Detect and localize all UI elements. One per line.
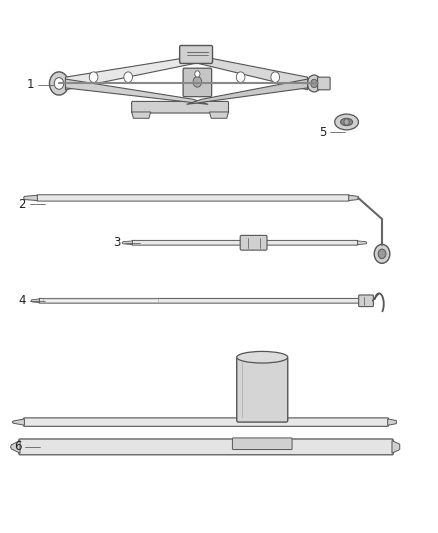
Text: 4: 4	[18, 294, 26, 308]
Text: 6: 6	[14, 440, 21, 454]
Polygon shape	[66, 58, 206, 90]
Circle shape	[271, 72, 279, 83]
FancyBboxPatch shape	[183, 68, 212, 96]
Circle shape	[124, 72, 133, 83]
Ellipse shape	[335, 114, 358, 130]
FancyBboxPatch shape	[318, 77, 330, 90]
Polygon shape	[12, 419, 25, 425]
Circle shape	[374, 244, 390, 263]
FancyBboxPatch shape	[39, 298, 367, 303]
Circle shape	[236, 72, 245, 83]
Text: 3: 3	[113, 236, 121, 249]
FancyBboxPatch shape	[19, 439, 393, 455]
Circle shape	[89, 72, 98, 83]
Circle shape	[378, 249, 386, 259]
Polygon shape	[66, 79, 208, 104]
FancyBboxPatch shape	[24, 418, 389, 426]
Polygon shape	[392, 441, 400, 453]
Polygon shape	[357, 241, 367, 245]
FancyBboxPatch shape	[44, 299, 159, 303]
Circle shape	[307, 75, 321, 92]
Polygon shape	[388, 419, 396, 425]
Text: 2: 2	[18, 198, 26, 211]
Polygon shape	[187, 79, 307, 104]
FancyBboxPatch shape	[132, 240, 358, 245]
FancyBboxPatch shape	[233, 438, 292, 449]
Polygon shape	[132, 112, 151, 118]
Polygon shape	[189, 58, 307, 90]
Circle shape	[344, 119, 349, 125]
Polygon shape	[11, 441, 20, 453]
Polygon shape	[209, 112, 229, 118]
Ellipse shape	[340, 118, 353, 126]
Polygon shape	[31, 299, 39, 303]
Polygon shape	[349, 195, 358, 200]
FancyBboxPatch shape	[37, 195, 349, 201]
Ellipse shape	[237, 351, 288, 363]
Polygon shape	[122, 241, 133, 245]
Circle shape	[195, 71, 200, 77]
FancyBboxPatch shape	[240, 236, 267, 250]
Circle shape	[193, 77, 202, 87]
FancyBboxPatch shape	[237, 357, 288, 422]
FancyBboxPatch shape	[180, 45, 212, 63]
Circle shape	[49, 72, 68, 95]
Circle shape	[311, 79, 318, 88]
Text: 5: 5	[319, 125, 326, 139]
FancyBboxPatch shape	[132, 101, 229, 113]
Polygon shape	[24, 195, 37, 200]
FancyBboxPatch shape	[359, 295, 373, 306]
Text: 1: 1	[27, 78, 34, 91]
Circle shape	[54, 78, 64, 90]
